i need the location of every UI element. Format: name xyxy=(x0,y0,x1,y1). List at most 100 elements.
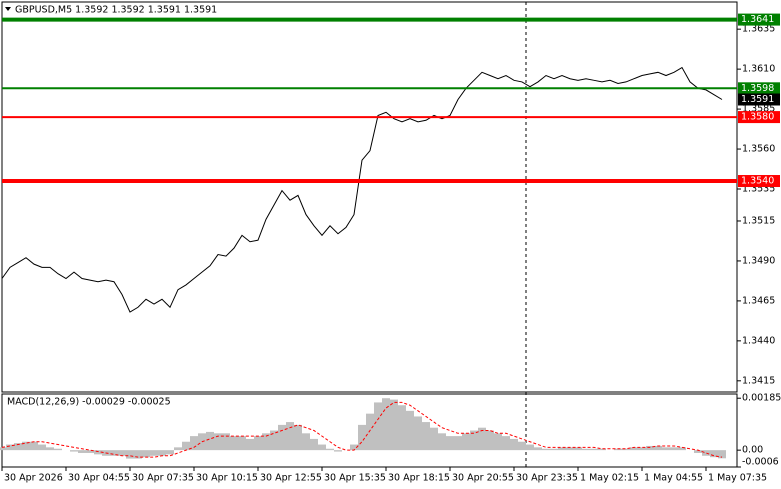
macd-bar xyxy=(38,444,46,451)
macd-bar xyxy=(310,438,318,451)
macd-bar xyxy=(414,416,422,451)
macd-bar xyxy=(510,438,518,451)
signal-line xyxy=(1,401,723,458)
macd-bar xyxy=(254,436,262,451)
macd-title: MACD(12,26,9) -0.00029 -0.00025 xyxy=(7,397,171,408)
macd-bar xyxy=(158,450,166,456)
x-tick-label: 1 May 04:55 xyxy=(644,473,703,484)
level-label: 1.3540 xyxy=(741,176,774,187)
macd-bar xyxy=(150,450,158,456)
macd-bar xyxy=(526,444,534,451)
macd-bar xyxy=(326,448,334,451)
macd-bar xyxy=(6,444,14,451)
macd-bar xyxy=(174,447,182,451)
y-tick-label: 1.3535 xyxy=(742,184,775,195)
x-tick-label: 30 Apr 15:35 xyxy=(324,473,386,484)
level-label-bg xyxy=(738,175,780,188)
y-tick-label: 1.3465 xyxy=(742,295,775,306)
macd-bar xyxy=(302,433,310,451)
macd-bar xyxy=(494,433,502,451)
macd-bar xyxy=(598,448,606,451)
macd-bar xyxy=(702,450,710,456)
y-tick-label: -0.0006 xyxy=(742,457,779,468)
x-tick-label: 30 Apr 18:15 xyxy=(388,473,450,484)
y-tick-label: 1.3440 xyxy=(742,335,775,346)
macd-panel xyxy=(1,393,738,468)
x-tick-label: 30 Apr 12:55 xyxy=(260,473,322,484)
y-tick-label: 1.3610 xyxy=(742,64,775,75)
macd-bar xyxy=(222,433,230,451)
macd-bar xyxy=(534,447,542,451)
macd-bar xyxy=(374,402,382,451)
macd-bar xyxy=(0,447,6,451)
macd-bar xyxy=(334,450,342,452)
macd-bar xyxy=(582,448,590,451)
macd-bar xyxy=(654,445,662,451)
macd-bar xyxy=(446,436,454,451)
y-tick-label: 0.00185 xyxy=(742,393,781,404)
macd-bar xyxy=(294,424,302,451)
macd-bar xyxy=(350,444,358,451)
macd-bar xyxy=(566,447,574,451)
macd-bar xyxy=(30,441,38,451)
macd-bar xyxy=(470,430,478,451)
y-tick-label: 1.3490 xyxy=(742,255,775,266)
macd-bar xyxy=(502,436,510,451)
level-label-bg xyxy=(738,13,780,26)
macd-bar xyxy=(70,450,78,452)
macd-bar xyxy=(46,447,54,451)
macd-bar xyxy=(22,441,30,451)
macd-bar xyxy=(366,413,374,451)
macd-bar xyxy=(398,405,406,451)
level-label-bg xyxy=(738,111,780,124)
macd-bar xyxy=(638,447,646,451)
macd-bar xyxy=(270,430,278,451)
x-tick-label: 30 Apr 10:15 xyxy=(196,473,258,484)
macd-bar xyxy=(542,448,550,451)
macd-bar xyxy=(318,444,326,451)
level-label: 1.3580 xyxy=(741,112,774,123)
x-tick-label: 30 Apr 20:55 xyxy=(452,473,514,484)
macd-bar xyxy=(230,436,238,451)
y-tick-label: 1.3560 xyxy=(742,144,775,155)
macd-bar xyxy=(478,427,486,451)
x-tick-label: 30 Apr 04:55 xyxy=(68,473,130,484)
macd-bar xyxy=(462,433,470,451)
macd-bar xyxy=(486,430,494,451)
macd-bar xyxy=(86,450,94,453)
macd-bar xyxy=(134,450,142,459)
macd-bar xyxy=(406,410,414,451)
x-tick-label: 30 Apr 2026 xyxy=(4,473,63,484)
level-label-bg xyxy=(738,82,780,95)
macd-bar xyxy=(662,447,670,451)
macd-bar xyxy=(558,447,566,451)
macd-bar xyxy=(518,441,526,451)
macd-bar xyxy=(430,427,438,451)
level-label: 1.3598 xyxy=(741,83,774,94)
macd-bar xyxy=(390,399,398,451)
y-tick-label: 1.3585 xyxy=(742,104,775,115)
macd-bar xyxy=(182,441,190,451)
macd-bar xyxy=(438,433,446,451)
last-price-bg xyxy=(738,93,780,106)
y-tick-label: 1.3415 xyxy=(742,375,775,386)
x-tick-label: 30 Apr 23:35 xyxy=(516,473,578,484)
macd-bar xyxy=(694,450,702,453)
x-tick-label: 30 Apr 07:35 xyxy=(132,473,194,484)
macd-bar xyxy=(142,450,150,458)
macd-bar xyxy=(574,447,582,451)
macd-bar xyxy=(670,447,678,451)
macd-bar xyxy=(278,424,286,451)
macd-bar xyxy=(118,450,126,456)
macd-bar xyxy=(422,422,430,451)
macd-bar xyxy=(286,422,294,451)
macd-bar xyxy=(246,438,254,451)
macd-bar xyxy=(550,448,558,451)
price-line xyxy=(1,66,723,313)
macd-bar xyxy=(110,450,118,456)
macd-bar xyxy=(454,436,462,451)
macd-bar xyxy=(206,431,214,451)
macd-bar xyxy=(382,398,390,451)
macd-bar xyxy=(78,450,86,453)
